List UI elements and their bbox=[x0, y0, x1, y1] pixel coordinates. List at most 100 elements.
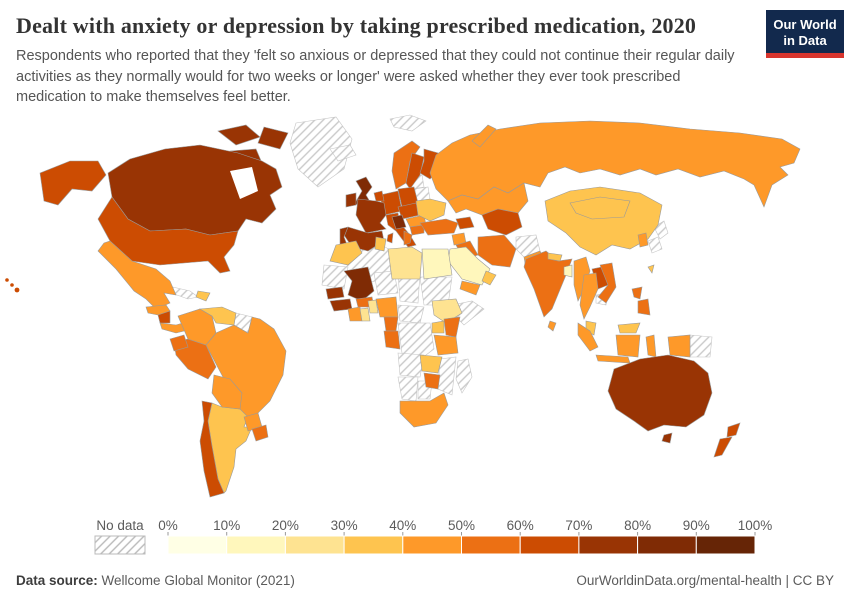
country-ecuador[interactable] bbox=[169, 334, 189, 352]
country-ghana[interactable] bbox=[359, 307, 371, 322]
country-uzbekistan[interactable] bbox=[481, 208, 523, 236]
country-bolivia[interactable] bbox=[211, 374, 243, 410]
country-venezuela[interactable] bbox=[199, 306, 237, 326]
country-croatia-serbia[interactable] bbox=[391, 214, 407, 230]
legend-bin-80-90[interactable] bbox=[637, 535, 697, 555]
country-new-zealand-south[interactable] bbox=[713, 436, 733, 458]
chart-footer: Data source: Wellcome Global Monitor (20… bbox=[16, 573, 834, 588]
country-tanzania[interactable] bbox=[433, 334, 459, 356]
legend-bin-30-40[interactable] bbox=[343, 535, 404, 555]
country-canada-arctic-2[interactable] bbox=[257, 126, 289, 150]
country-bulgaria[interactable] bbox=[409, 224, 425, 236]
country-yemen[interactable] bbox=[459, 280, 481, 296]
country-nepal[interactable] bbox=[547, 252, 563, 262]
hawaii-2[interactable] bbox=[10, 282, 14, 287]
country-tasmania[interactable] bbox=[661, 432, 673, 444]
legend-tick-10: 10% bbox=[213, 518, 240, 533]
hawaii-3[interactable] bbox=[14, 287, 20, 293]
country-thailand[interactable] bbox=[579, 272, 599, 320]
country-dr-congo[interactable] bbox=[397, 322, 435, 362]
country-iceland[interactable] bbox=[329, 144, 357, 162]
country-indonesia-papua[interactable] bbox=[667, 334, 691, 358]
legend-bin-70-80[interactable] bbox=[578, 535, 639, 555]
country-indonesia-sulawesi[interactable] bbox=[645, 334, 657, 358]
owid-link[interactable]: OurWorldinData.org/mental-health | CC BY bbox=[576, 573, 834, 588]
country-caucasus[interactable] bbox=[455, 216, 475, 230]
country-vietnam[interactable] bbox=[597, 262, 617, 304]
legend-tick-40: 40% bbox=[389, 518, 416, 533]
country-benin[interactable] bbox=[367, 299, 379, 314]
country-kazakhstan[interactable] bbox=[447, 182, 529, 216]
country-mauritania[interactable] bbox=[321, 264, 349, 290]
country-morocco[interactable] bbox=[329, 240, 363, 266]
no-data-label: No data bbox=[96, 518, 144, 533]
country-south-africa[interactable] bbox=[399, 392, 449, 428]
legend-tick-80: 80% bbox=[624, 518, 651, 533]
country-philippines-south[interactable] bbox=[637, 298, 651, 316]
country-japan-south[interactable] bbox=[647, 236, 663, 254]
country-namibia[interactable] bbox=[397, 376, 419, 402]
country-nicaragua[interactable] bbox=[157, 310, 171, 324]
country-india[interactable] bbox=[523, 250, 573, 318]
legend-tick-100: 100% bbox=[738, 518, 773, 533]
country-mali[interactable] bbox=[343, 266, 375, 302]
country-australia[interactable] bbox=[607, 354, 713, 432]
country-brazil[interactable] bbox=[205, 316, 287, 420]
country-ireland[interactable] bbox=[345, 192, 357, 208]
data-source: Data source: Wellcome Global Monitor (20… bbox=[16, 573, 295, 588]
country-canada-arctic-1[interactable] bbox=[217, 124, 261, 146]
country-indonesia-kalimantan[interactable] bbox=[615, 334, 641, 358]
country-nigeria[interactable] bbox=[375, 296, 399, 318]
country-philippines-north[interactable] bbox=[631, 286, 643, 300]
legend-bin-10-20[interactable] bbox=[226, 535, 286, 555]
owid-logo[interactable]: Our World in Data bbox=[766, 10, 844, 59]
country-france[interactable] bbox=[355, 198, 387, 234]
country-indonesia-sumatra[interactable] bbox=[577, 322, 599, 352]
country-greece[interactable] bbox=[403, 230, 413, 246]
country-novaya-zemlya[interactable] bbox=[471, 124, 497, 148]
country-uganda[interactable] bbox=[431, 320, 445, 334]
country-taiwan[interactable] bbox=[647, 264, 655, 274]
country-oman[interactable] bbox=[481, 270, 497, 286]
country-gabon-congo[interactable] bbox=[383, 330, 401, 350]
country-dominican-republic[interactable] bbox=[195, 290, 211, 302]
country-central-african-republic[interactable] bbox=[397, 304, 425, 324]
no-data-swatch[interactable] bbox=[94, 535, 146, 555]
country-cameroon[interactable] bbox=[383, 316, 399, 332]
country-ukraine[interactable] bbox=[415, 198, 447, 222]
country-zambia[interactable] bbox=[419, 354, 443, 374]
country-zimbabwe[interactable] bbox=[423, 372, 441, 390]
legend-bin-90-100[interactable] bbox=[695, 535, 756, 555]
country-svalbard[interactable] bbox=[389, 114, 427, 132]
country-sardinia[interactable] bbox=[386, 232, 394, 244]
legend-bin-50-60[interactable] bbox=[461, 535, 521, 555]
legend-bin-0-10[interactable] bbox=[167, 535, 228, 555]
legend-bin-20-30[interactable] bbox=[284, 535, 345, 555]
country-uruguay[interactable] bbox=[251, 424, 269, 442]
country-mongolia[interactable] bbox=[569, 196, 631, 220]
country-alaska[interactable] bbox=[39, 160, 107, 206]
country-south-korea[interactable] bbox=[637, 232, 649, 248]
country-chile[interactable] bbox=[199, 400, 225, 498]
country-malaysia-borneo[interactable] bbox=[617, 322, 641, 334]
country-bangladesh[interactable] bbox=[563, 264, 573, 278]
country-greenland[interactable] bbox=[289, 116, 353, 188]
country-kenya[interactable] bbox=[443, 316, 461, 338]
legend-bin-40-50[interactable] bbox=[402, 535, 462, 555]
country-turkey[interactable] bbox=[419, 218, 459, 236]
country-papua-new-guinea[interactable] bbox=[689, 334, 713, 358]
country-new-zealand-north[interactable] bbox=[726, 422, 741, 438]
country-mexico[interactable] bbox=[97, 240, 177, 310]
country-sri-lanka[interactable] bbox=[547, 320, 557, 332]
country-indonesia-java[interactable] bbox=[595, 354, 631, 364]
country-madagascar[interactable] bbox=[455, 358, 473, 394]
country-senegal[interactable] bbox=[325, 286, 345, 300]
country-benelux[interactable] bbox=[373, 190, 385, 202]
hawaii-1[interactable] bbox=[5, 277, 9, 282]
country-angola[interactable] bbox=[397, 352, 425, 378]
country-libya[interactable] bbox=[387, 246, 423, 280]
legend-bin-60-70[interactable] bbox=[519, 535, 580, 555]
country-egypt[interactable] bbox=[421, 248, 453, 280]
country-tunisia[interactable] bbox=[374, 236, 387, 252]
country-iran[interactable] bbox=[477, 234, 517, 268]
